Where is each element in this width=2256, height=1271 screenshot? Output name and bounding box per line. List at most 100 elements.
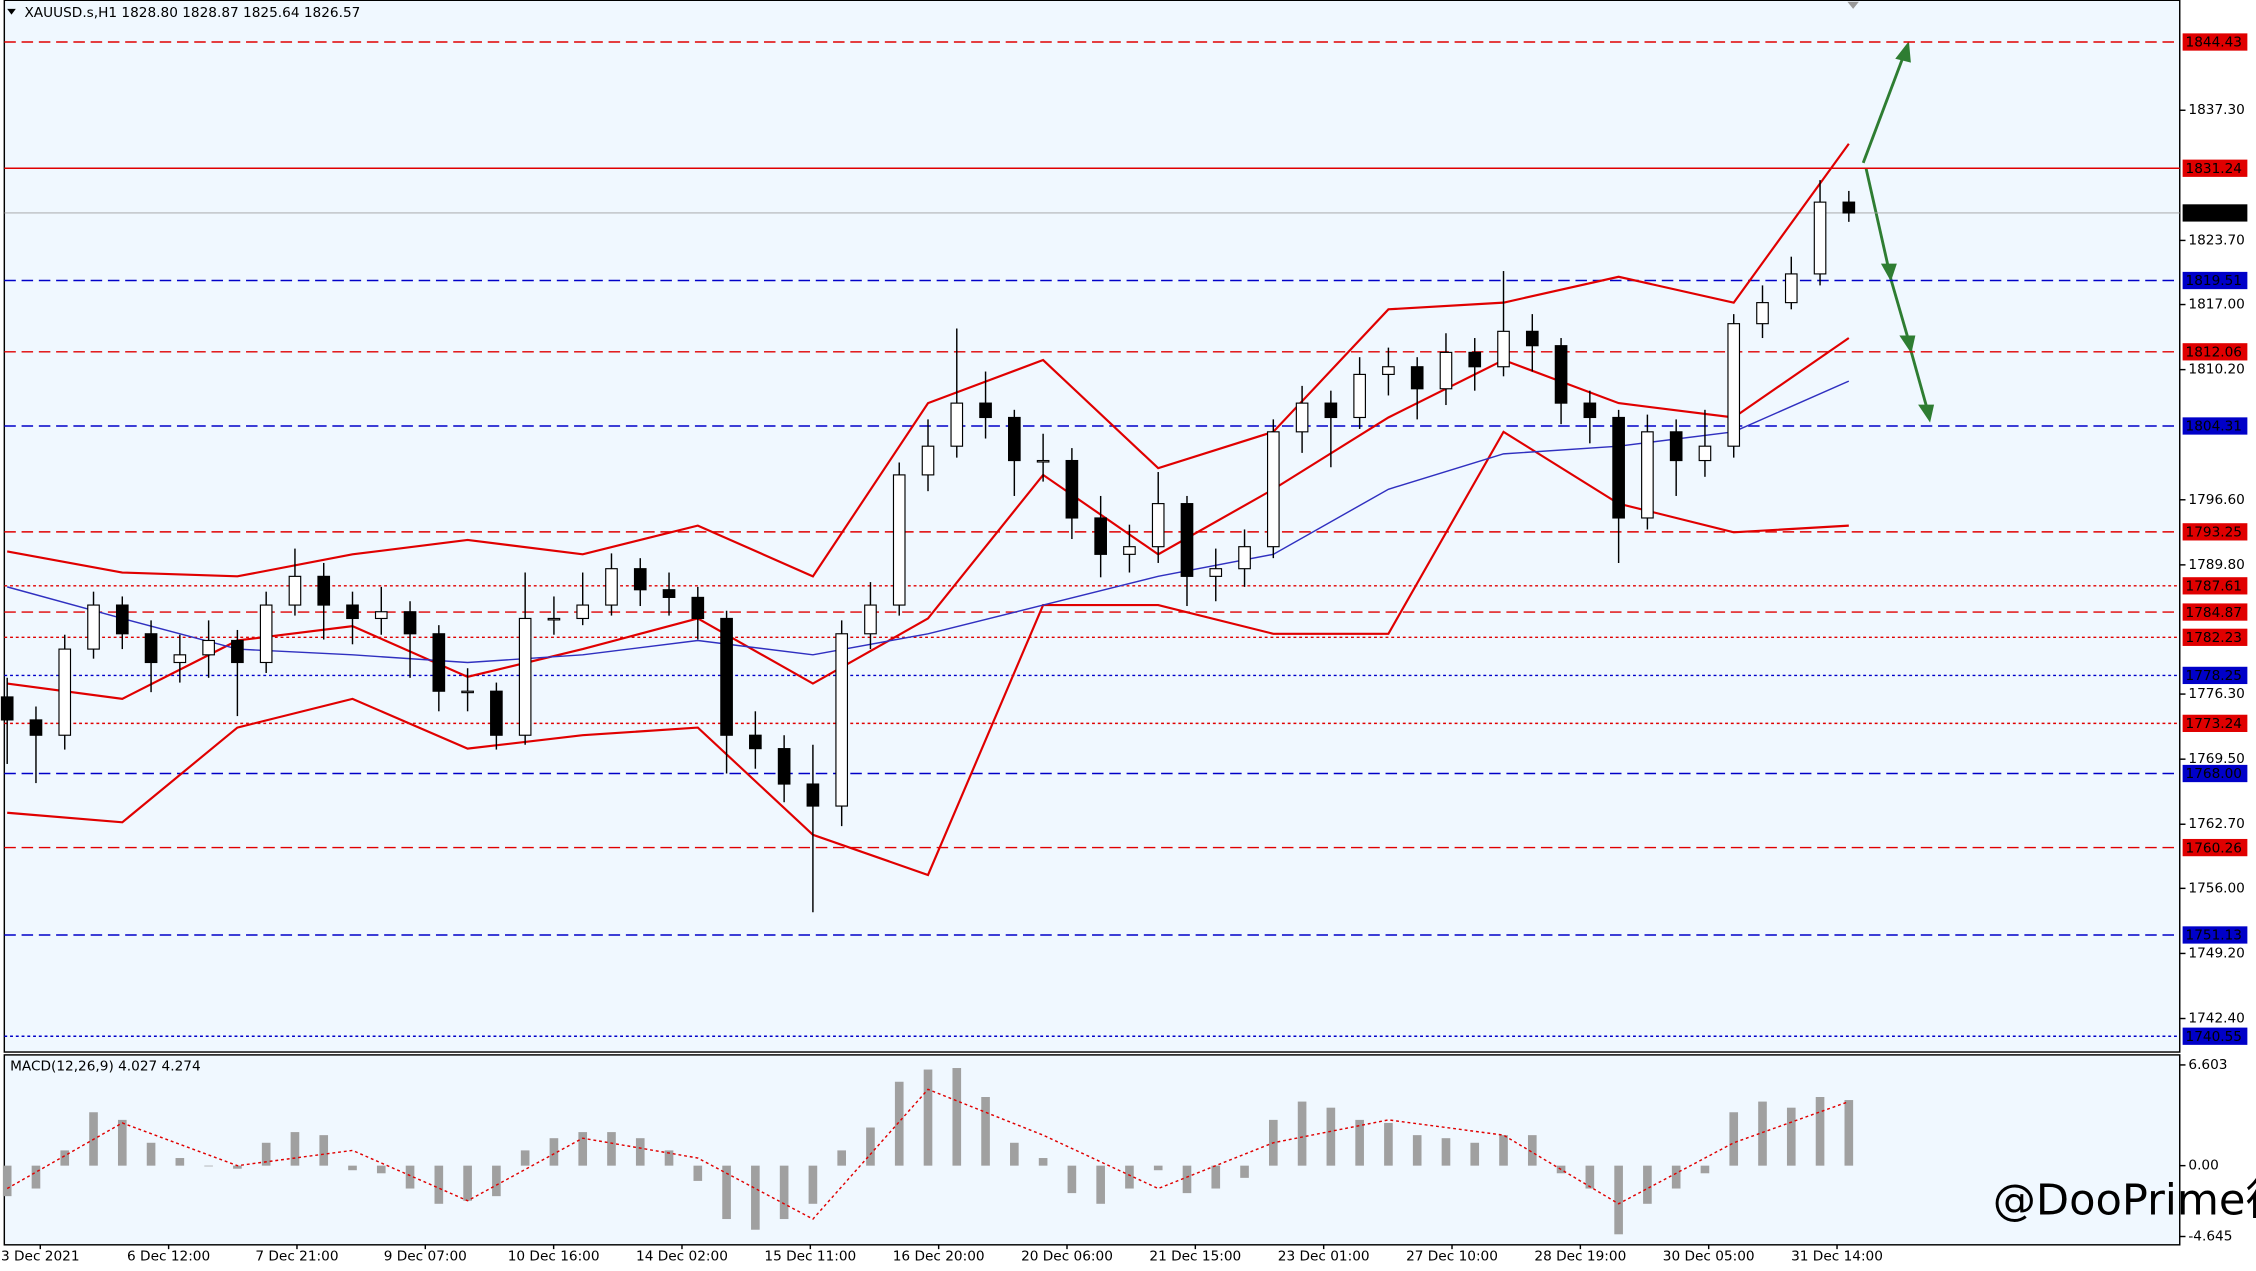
level-label-box <box>2182 343 2248 361</box>
candle-body <box>1583 402 1597 419</box>
macd-bar <box>2 1165 12 1197</box>
macd-bar <box>635 1138 645 1166</box>
candle-body <box>605 568 618 606</box>
macd-bar <box>1067 1165 1077 1194</box>
macd-bar <box>549 1138 559 1166</box>
x-tick-label: 7 Dec 21:00 <box>255 1248 338 1264</box>
candle-body <box>864 604 877 635</box>
x-tick-label: 3 Dec 2021 <box>1 1248 80 1264</box>
macd-bar <box>1786 1107 1796 1166</box>
macd-bar <box>1844 1100 1854 1166</box>
candle-body <box>691 596 705 620</box>
macd-bar <box>319 1135 329 1166</box>
y-tick-label: 1769.50 <box>2188 751 2244 767</box>
candle-body <box>288 575 302 606</box>
candle-body <box>1065 459 1079 519</box>
level-label: 1768.00 <box>2186 766 2242 782</box>
candle-body <box>1439 351 1453 390</box>
candle-body <box>1698 445 1712 462</box>
macd-bar <box>1125 1165 1134 1189</box>
y-tick-label: 0.00 <box>2188 1158 2218 1174</box>
x-tick-label: 10 Dec 16:00 <box>508 1248 600 1264</box>
candle-body <box>806 783 820 807</box>
macd-bar <box>1614 1165 1623 1235</box>
candle-body <box>1382 366 1395 375</box>
macd-bar <box>146 1142 156 1166</box>
macd-bar <box>693 1165 703 1181</box>
shift-marker <box>1847 1 1859 9</box>
y-tick-label: 1796.60 <box>2188 492 2244 508</box>
level-label: 1760.26 <box>2186 840 2242 856</box>
x-tick-label: 16 Dec 20:00 <box>893 1248 985 1264</box>
macd-bar <box>1758 1101 1767 1166</box>
level-label-box <box>2182 1027 2248 1045</box>
macd-bar <box>1470 1142 1480 1166</box>
macd-bar <box>405 1165 415 1189</box>
candle-body <box>950 402 964 447</box>
candle-body <box>1324 402 1338 419</box>
macd-bar <box>808 1165 818 1204</box>
macd-bar <box>290 1132 300 1166</box>
y-tick-label: 1823.70 <box>2188 232 2244 248</box>
level-label: 1793.25 <box>2186 525 2242 541</box>
macd-bar <box>261 1142 271 1166</box>
candle-body <box>1669 431 1683 462</box>
candle-body <box>1180 503 1194 577</box>
candle-body <box>1842 201 1856 214</box>
x-tick-label: 20 Dec 06:00 <box>1021 1248 1113 1264</box>
level-label-box <box>2182 666 2248 685</box>
macd-bar <box>376 1165 386 1174</box>
candle-body <box>173 654 187 664</box>
macd-bar <box>1297 1101 1307 1166</box>
candle-body <box>547 617 561 621</box>
macd-bar <box>233 1165 242 1169</box>
macd-bar <box>1643 1165 1652 1204</box>
indicator-line <box>6 143 1850 578</box>
y-tick-label: 1742.40 <box>2188 1011 2244 1027</box>
macd-bar <box>1441 1138 1451 1166</box>
candle-body <box>231 639 244 664</box>
x-tick-label: 23 Dec 01:00 <box>1278 1248 1370 1264</box>
candle-body <box>202 639 215 656</box>
candle-body <box>1641 431 1654 519</box>
x-tick-label: 14 Dec 02:00 <box>636 1248 728 1264</box>
candle-body <box>1784 273 1798 304</box>
candle-body <box>1036 459 1050 463</box>
x-tick-label: 28 Dec 19:00 <box>1534 1248 1626 1264</box>
level-label-box <box>2182 417 2248 435</box>
candle-body <box>1612 416 1625 519</box>
candle-body <box>144 633 158 664</box>
macd-bar <box>722 1165 731 1220</box>
y-tick-label: -4.645 <box>2188 1229 2232 1245</box>
watermark: @DooPrime德璞资本 <box>1993 1176 2256 1226</box>
candle-body <box>87 604 100 650</box>
candle-body <box>1295 402 1309 433</box>
macd-bar <box>952 1068 962 1166</box>
macd-bar <box>1010 1142 1019 1166</box>
x-tick-label: 9 Dec 07:00 <box>384 1248 467 1264</box>
candle-body <box>1525 330 1539 347</box>
macd-bar <box>866 1127 875 1166</box>
level-label-box <box>2182 271 2248 290</box>
macd-bar <box>607 1132 616 1166</box>
candle-body <box>0 696 14 721</box>
indicator-line <box>7 380 1850 664</box>
macd-bar <box>204 1165 213 1167</box>
level-label: 1782.23 <box>2186 630 2242 646</box>
candle-body <box>1727 323 1741 447</box>
y-tick-label: 1749.20 <box>2188 945 2244 961</box>
candle-body <box>115 604 129 635</box>
macd-bar <box>492 1165 501 1197</box>
y-tick-label: 1789.80 <box>2188 557 2244 573</box>
macd-bar <box>1700 1165 1710 1174</box>
macd-bar <box>837 1150 846 1166</box>
level-label: 1784.87 <box>2186 605 2242 621</box>
macd-bar <box>175 1158 185 1166</box>
candle-body <box>374 611 388 620</box>
candle-body <box>1008 416 1021 462</box>
candle-body <box>346 604 359 620</box>
price-panel <box>3 0 2181 1053</box>
macd-bar <box>520 1150 530 1166</box>
y-tick-label: 1817.00 <box>2188 297 2244 313</box>
